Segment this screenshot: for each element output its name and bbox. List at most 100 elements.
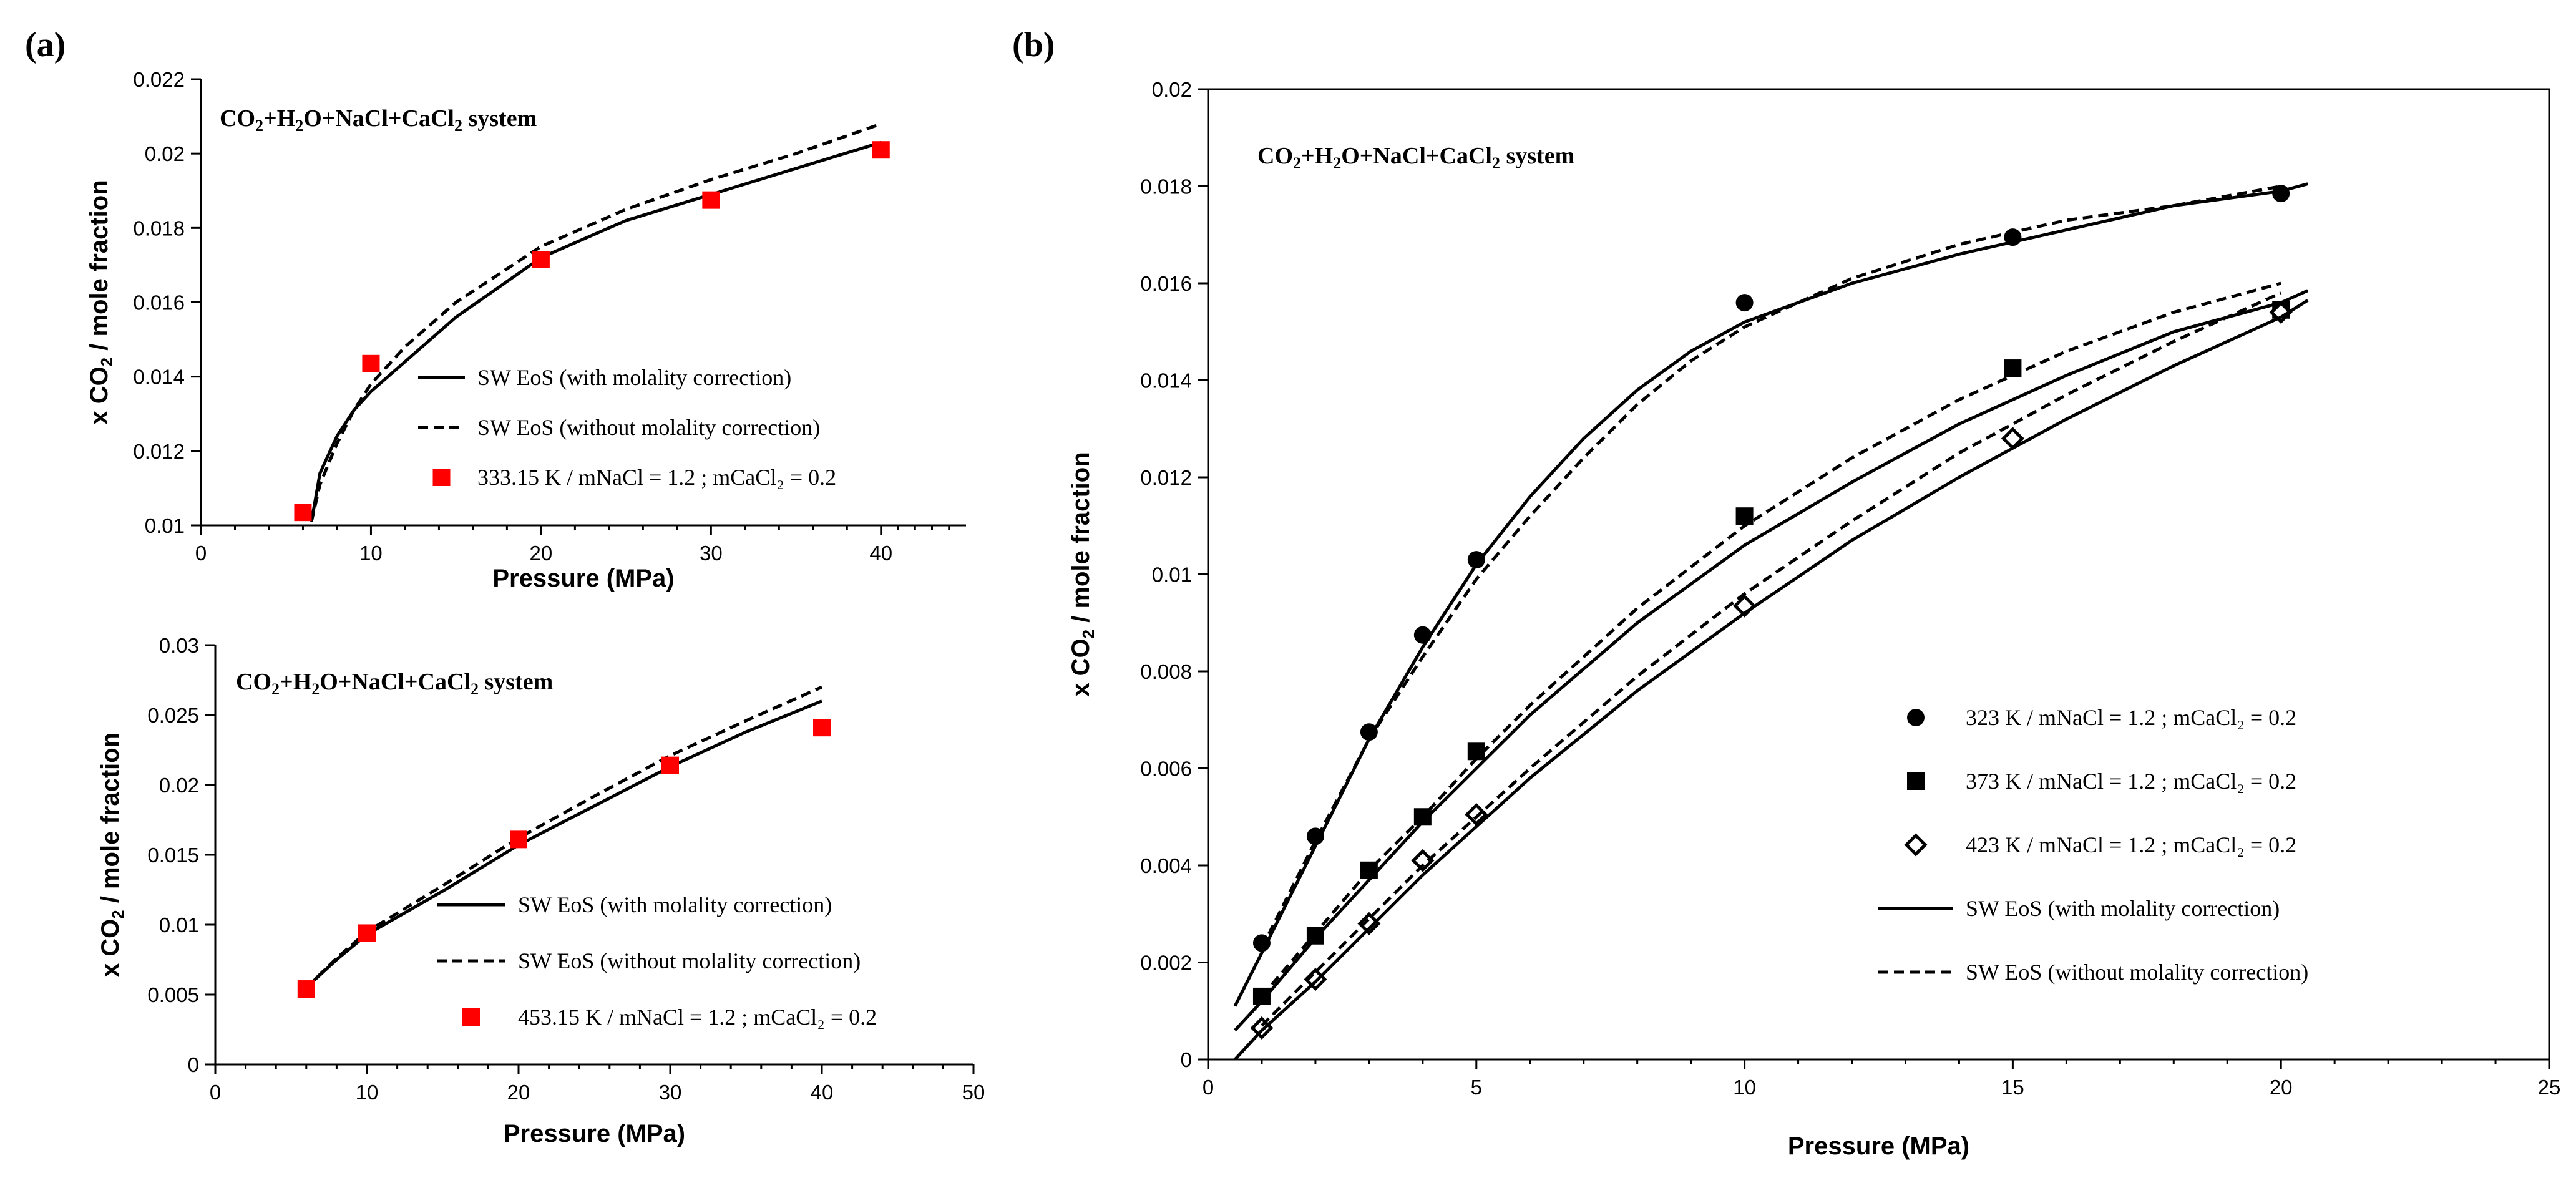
y-axis-title: x CO2 / mole fraction [1067, 452, 1098, 696]
chart-title: CO2+H2O+NaCl+CaCl2 system [236, 669, 553, 698]
series-line-dashed [1261, 281, 2281, 998]
x-tick-label: 25 [2538, 1076, 2561, 1099]
legend-label: 333.15 K / mNaCl = 1.2 ; mCaCl₂ = 0.2 [477, 465, 836, 490]
plot-frame [1207, 88, 2550, 1061]
y-tick-label: 0.022 [133, 68, 185, 91]
chart-title-part: 2 [271, 680, 280, 698]
y-tick-label: 0.012 [1140, 466, 1192, 489]
y-tick-label: 0.02 [159, 774, 199, 797]
x-axis-title: Pressure (MPa) [504, 1120, 685, 1147]
series-line-dashed [1260, 185, 2281, 949]
data-point-square [294, 504, 312, 522]
legend-label: SW EoS (without molality correction) [1966, 960, 2308, 985]
data-point-circle [1360, 723, 1378, 741]
data-point-square [510, 830, 527, 849]
series-line-dashed [310, 122, 882, 522]
y-tick-label: 0.01 [145, 514, 185, 537]
x-tick-label: 40 [869, 542, 892, 565]
x-tick-label: 0 [195, 542, 207, 565]
chart-title-part: +H [1301, 143, 1333, 169]
data-point-square [813, 719, 831, 737]
chart-title-part: 2 [295, 117, 303, 135]
legend-label: SW EoS (with molality correction) [1966, 896, 2280, 921]
chart-a-bottom: 0 10 20 30 40 50 0 0.005 0.01 0.015 0.02 0.025 0.03 P… [97, 634, 985, 1147]
series-line-solid [1234, 299, 2309, 1061]
legend-label: 453.15 K / mNaCl = 1.2 ; mCaCl₂ = 0.2 [518, 1005, 877, 1030]
y-tick-label: 0.002 [1140, 952, 1192, 975]
chart-title-part: system [462, 105, 537, 132]
series-line-solid [305, 699, 822, 989]
y-axis-title-part: x CO [97, 919, 124, 977]
data-point-square [362, 354, 380, 372]
x-tick-label: 40 [811, 1081, 834, 1104]
x-tick-label: 10 [1733, 1076, 1756, 1099]
y-tick-label: 0.02 [1152, 78, 1192, 101]
data-point-square [358, 924, 376, 942]
data-point-square [702, 191, 720, 209]
y-tick-label: 0.012 [133, 440, 185, 463]
y-tick-label: 0.004 [1140, 854, 1192, 877]
x-tick-label: 15 [2001, 1076, 2024, 1099]
y-tick-label: 0.016 [1140, 272, 1192, 295]
legend-label: SW EoS (without molality correction) [518, 948, 861, 973]
data-point-square [297, 980, 315, 998]
chart-b: 0 5 10 15 20 25 0 0.002 0.004 0.006 0.008 0.01 0.012… [1067, 78, 2560, 1160]
x-tick-label: 50 [962, 1081, 985, 1104]
series-line-solid [1234, 289, 2309, 1031]
legend-label: SW EoS (without molality correction) [477, 415, 820, 440]
chart-title-part: 2 [1333, 154, 1341, 172]
legend-marker-circle [1907, 709, 1925, 726]
chart-title-part: CO [1257, 143, 1293, 169]
y-tick-label: 0.01 [1152, 563, 1192, 587]
data-point-square [532, 250, 550, 268]
legend-marker-square [462, 1008, 480, 1026]
chart-title-part: +H [263, 105, 295, 132]
chart-title-part: CO [236, 669, 271, 695]
y-tick-label: 0.014 [1140, 369, 1192, 392]
chart-title-part: system [479, 669, 553, 695]
x-axis-title: Pressure (MPa) [1788, 1132, 1969, 1160]
y-axis-title-part: x CO [85, 366, 113, 424]
chart-title-part: 2 [311, 680, 320, 698]
chart-a-top: 0 10 20 30 40 0.01 0.012 0.014 0.016 0.018 0.02 0.0… [85, 68, 966, 592]
y-axis-title: x CO2 / mole fraction [85, 180, 116, 424]
data-point-diamond [1411, 849, 1435, 872]
chart-title: CO2+H2O+NaCl+CaCl2 system [1257, 143, 1574, 172]
y-tick-label: 0.014 [133, 366, 185, 389]
x-tick-label: 10 [356, 1081, 379, 1104]
series-line-solid [310, 140, 882, 522]
data-point-circle [1735, 294, 1754, 312]
x-tick-label: 20 [507, 1081, 530, 1104]
y-axis-title-part: 2 [109, 910, 127, 918]
y-axis-title-part: 2 [1079, 630, 1098, 638]
legend-marker-square [432, 469, 451, 486]
legend-label: 423 K / mNaCl = 1.2 ; mCaCl₂ = 0.2 [1966, 832, 2296, 857]
y-tick-label: 0.02 [145, 142, 185, 165]
x-tick-label: 5 [1471, 1076, 1482, 1099]
x-tick-label: 30 [700, 542, 723, 565]
y-axis-title-part: x CO [1067, 638, 1095, 696]
panel-label-a: (a) [25, 26, 66, 64]
chart-title-part: 2 [1293, 154, 1301, 172]
x-tick-label: 20 [530, 542, 553, 565]
panel-label-b: (b) [1012, 26, 1055, 64]
legend-label: SW EoS (with molality correction) [477, 365, 791, 390]
y-tick-label: 0.016 [133, 291, 185, 314]
chart-title: CO2+H2O+NaCl+CaCl2 system [220, 105, 537, 135]
data-point-diamond [1250, 1016, 1274, 1040]
data-point-square [661, 756, 679, 774]
data-point-square [1735, 507, 1754, 525]
y-tick-label: 0.025 [147, 704, 199, 727]
legend-label: 323 K / mNaCl = 1.2 ; mCaCl₂ = 0.2 [1966, 705, 2296, 730]
y-tick-label: 0.005 [147, 983, 199, 1006]
chart-title-part: CO [220, 105, 255, 132]
y-axis-title-part: / mole fraction [85, 180, 113, 358]
legend-marker-diamond [1904, 833, 1928, 857]
x-tick-label: 30 [659, 1081, 682, 1104]
y-axis-title-part: / mole fraction [97, 733, 124, 910]
y-tick-label: 0.01 [159, 913, 199, 937]
x-tick-label: 0 [1203, 1076, 1214, 1099]
legend-marker-square [1907, 772, 1925, 790]
y-tick-label: 0.03 [159, 634, 199, 657]
